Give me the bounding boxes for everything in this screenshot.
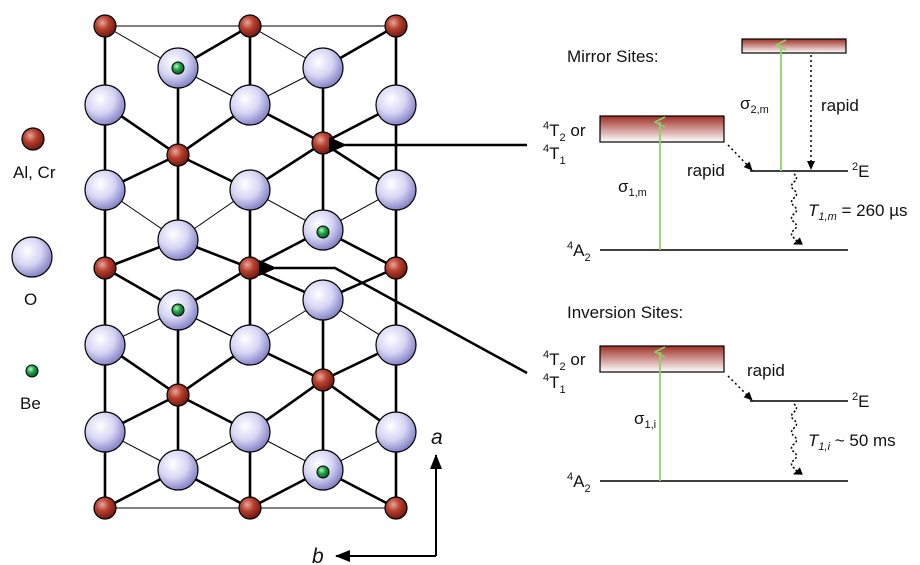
oxygen-atom	[302, 279, 344, 321]
inversion-rapid-label: rapid	[747, 361, 785, 380]
beryllium-atom	[316, 465, 330, 479]
mirror-upper-band-high	[741, 38, 847, 54]
inversion-rapid-arrow	[727, 375, 753, 401]
cation-atom	[238, 256, 262, 280]
oxygen-atom	[229, 411, 271, 453]
cation-atom	[384, 256, 408, 280]
cation-atom	[166, 383, 190, 407]
beryllium-atom	[316, 225, 330, 239]
atoms	[84, 14, 417, 520]
legend-cation-icon	[21, 127, 45, 151]
mirror-sigma1-label: σ1,m	[618, 177, 647, 199]
cation-atom	[311, 131, 335, 155]
oxygen-atom	[229, 324, 271, 366]
mirror-sites-heading: Mirror Sites:	[567, 47, 659, 66]
inversion-site-pointer	[259, 260, 528, 375]
mirror-sites-diagram: Mirror Sites: 4T2 or 4T1 4A2 2E rapid ra…	[543, 38, 908, 264]
oxygen-atom	[229, 169, 271, 211]
cation-atom	[384, 496, 408, 520]
cation-atom	[93, 14, 117, 38]
inversion-sigma1-label: σ1,i	[634, 409, 656, 431]
axis-a-label: a	[431, 426, 443, 449]
cation-atom	[238, 496, 262, 520]
oxygen-atom	[229, 84, 271, 126]
atom-legend: Al, Cr O Be	[11, 127, 56, 413]
inversion-upper-state-label-2: 4T1	[543, 372, 566, 396]
cation-atom	[311, 368, 335, 392]
site-pointer-arrows	[259, 137, 528, 375]
crystal-axes: a b	[312, 426, 443, 565]
mirror-E-state-label: 2E	[852, 161, 869, 181]
oxygen-atom	[302, 47, 344, 89]
legend-cation-label: Al, Cr	[13, 163, 56, 182]
mirror-upper-state-label: 4T2 or	[543, 120, 586, 144]
mirror-rapid-label-2: rapid	[821, 96, 859, 115]
inversion-emission-arrow	[790, 403, 803, 475]
cation-atom	[384, 14, 408, 38]
legend-oxygen-icon	[11, 236, 53, 278]
mirror-lifetime-label: T1,m = 260 µs	[808, 201, 908, 223]
oxygen-atom	[375, 324, 417, 366]
inversion-upper-band	[599, 345, 725, 373]
inversion-lifetime-label: T1,i ~ 50 ms	[808, 431, 896, 453]
legend-beryllium-label: Be	[20, 394, 41, 413]
crystal-lattice	[84, 14, 417, 520]
inversion-ground-state-label: 4A2	[567, 471, 591, 495]
mirror-sigma2-label: σ2,m	[740, 94, 769, 116]
beryllium-atom	[171, 303, 185, 317]
cation-atom	[93, 496, 117, 520]
cation-atom	[238, 14, 262, 38]
inversion-E-state-label: 2E	[852, 391, 869, 411]
oxygen-atom	[375, 169, 417, 211]
inversion-upper-state-label: 4T2 or	[543, 349, 586, 373]
legend-beryllium-icon	[25, 364, 39, 378]
mirror-upper-state-label-2: 4T1	[543, 143, 566, 167]
beryllium-atom	[171, 61, 185, 75]
legend-oxygen-label: O	[24, 290, 37, 309]
inversion-sites-diagram: Inversion Sites: 4T2 or 4T1 4A2 2E rapid…	[543, 303, 896, 495]
cation-atom	[166, 143, 190, 167]
oxygen-atom	[84, 411, 126, 453]
mirror-emission-arrow	[790, 173, 803, 245]
axis-b-label: b	[312, 545, 324, 565]
inversion-sites-heading: Inversion Sites:	[567, 303, 683, 322]
oxygen-atom	[84, 84, 126, 126]
mirror-rapid-label-1: rapid	[687, 161, 725, 180]
oxygen-atom	[157, 219, 199, 261]
oxygen-atom	[84, 324, 126, 366]
oxygen-atom	[375, 84, 417, 126]
oxygen-atom	[375, 411, 417, 453]
oxygen-atom	[157, 449, 199, 491]
oxygen-atom	[84, 169, 126, 211]
mirror-ground-state-label: 4A2	[567, 240, 591, 264]
mirror-upper-band	[599, 115, 725, 143]
mirror-rapid-arrow-1	[727, 144, 753, 171]
cation-atom	[93, 256, 117, 280]
